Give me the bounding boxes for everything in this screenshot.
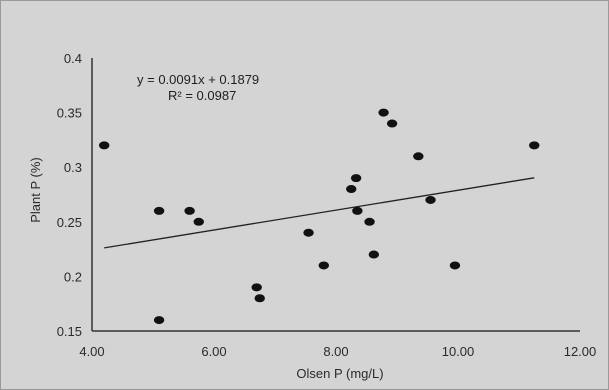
x-axis-title: Olsen P (mg/L) <box>296 366 383 381</box>
r-squared-label: R² = 0.0987 <box>168 88 236 103</box>
x-tick-label: 4.00 <box>79 344 104 359</box>
data-point <box>529 141 540 150</box>
data-point <box>99 141 110 150</box>
trendline-equation: y = 0.0091x + 0.1879 <box>137 72 259 87</box>
data-point <box>318 261 329 270</box>
data-point <box>193 217 204 226</box>
data-point <box>254 294 265 303</box>
y-tick-label: 0.15 <box>57 324 82 339</box>
y-tick-label: 0.35 <box>57 106 82 121</box>
data-point <box>153 316 165 325</box>
data-point <box>449 261 461 270</box>
data-points <box>99 108 540 325</box>
data-point <box>425 195 436 204</box>
data-point <box>303 228 314 237</box>
y-tick-label: 0.25 <box>57 215 82 230</box>
x-tick-label: 6.00 <box>201 344 226 359</box>
data-point <box>153 206 165 215</box>
trendline <box>104 177 535 249</box>
data-point <box>184 206 195 215</box>
axes <box>91 58 580 332</box>
data-point <box>352 206 363 215</box>
data-point <box>346 185 357 194</box>
x-tick-label: 12.00 <box>564 344 597 359</box>
y-axis-title: Plant P (%) <box>28 157 43 223</box>
y-tick-label: 0.4 <box>64 51 82 66</box>
y-tick-label: 0.2 <box>64 269 82 284</box>
x-tick-labels: 4.00 6.00 8.00 10.00 12.00 <box>79 344 596 359</box>
data-point <box>368 250 380 259</box>
y-tick-labels: 0.15 0.2 0.25 0.3 0.35 0.4 <box>57 51 82 339</box>
data-point <box>350 174 362 183</box>
data-point <box>386 119 398 128</box>
x-tick-label: 10.00 <box>442 344 475 359</box>
y-tick-label: 0.3 <box>64 160 82 175</box>
data-point <box>364 217 375 226</box>
data-point <box>251 283 262 292</box>
data-point <box>413 152 424 161</box>
data-point <box>378 108 389 117</box>
x-tick-label: 8.00 <box>323 344 348 359</box>
